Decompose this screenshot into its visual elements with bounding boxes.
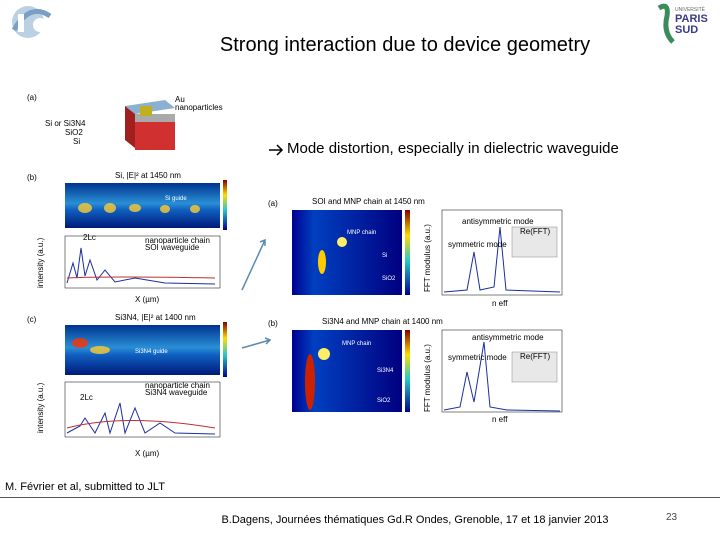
citation: M. Février et al, submitted to JLT bbox=[5, 481, 165, 493]
annotation: Si3N4 guide bbox=[135, 349, 168, 355]
annotation: nanoparticles bbox=[175, 103, 223, 112]
panel-label: (b) bbox=[268, 319, 278, 328]
figure-left: (a) Au nanoparticles Si or Si3N4 SiO2 Si… bbox=[27, 93, 227, 458]
annotation: 2Lc bbox=[83, 233, 96, 242]
annotation: SiO2 bbox=[382, 276, 396, 282]
annotation: Re(FFT) bbox=[520, 352, 551, 361]
axis-label: FFT modulus (a.u.) bbox=[423, 224, 432, 292]
logo-left bbox=[11, 6, 52, 38]
annotation: SiO2 bbox=[65, 128, 83, 137]
annotation: antisymmetric mode bbox=[472, 333, 544, 342]
legend-entry: nanoparticle chain bbox=[145, 236, 210, 245]
annotation: SiO2 bbox=[377, 398, 391, 404]
panel-label: (a) bbox=[27, 93, 37, 102]
arrow-icon bbox=[269, 144, 284, 156]
annotation: Au bbox=[175, 95, 185, 104]
panel-title: Si, |E|² at 1450 nm bbox=[115, 171, 181, 180]
divider bbox=[0, 497, 720, 498]
logo-text: SUD bbox=[675, 24, 698, 36]
annotation: Re(FFT) bbox=[520, 227, 551, 236]
annotation: Si bbox=[382, 253, 387, 259]
logo-text: PARIS bbox=[675, 13, 708, 25]
axis-label: n eff bbox=[492, 299, 508, 308]
legend-entry: Si3N4 waveguide bbox=[145, 388, 208, 397]
axis-label: n eff bbox=[492, 415, 508, 424]
slide-title: Strong interaction due to device geometr… bbox=[219, 34, 591, 56]
axis-label: FFT modulus (a.u.) bbox=[423, 344, 432, 412]
panel-label: (b) bbox=[27, 173, 37, 182]
logo-text: UNIVERSITÉ bbox=[675, 6, 706, 13]
bullet-text: Mode distortion, especially in dielectri… bbox=[287, 140, 619, 157]
annotation: Si bbox=[73, 137, 80, 146]
connector-arrows bbox=[241, 238, 272, 349]
panel-title: Si3N4, |E|² at 1400 nm bbox=[115, 313, 196, 322]
axis-label: intensity (a.u.) bbox=[36, 237, 45, 288]
legend-entry: SOI waveguide bbox=[145, 243, 200, 252]
figure-right: (a) SOI and MNP chain at 1450 nm MNP cha… bbox=[268, 197, 563, 424]
annotation: antisymmetric mode bbox=[462, 217, 534, 226]
panel-label: (a) bbox=[268, 199, 278, 208]
annotation: MNP chain bbox=[342, 341, 371, 347]
axis-label: X (µm) bbox=[135, 295, 159, 304]
annotation: symmetric mode bbox=[448, 353, 507, 362]
page-number: 23 bbox=[666, 512, 678, 523]
panel-title: Si3N4 and MNP chain at 1400 nm bbox=[322, 317, 443, 326]
annotation: MNP chain bbox=[347, 230, 376, 236]
annotation: symmetric mode bbox=[448, 240, 507, 249]
logo-right: UNIVERSITÉ PARIS SUD bbox=[657, 3, 708, 44]
footer: B.Dagens, Journées thématiques Gd.R Onde… bbox=[221, 514, 609, 526]
axis-label: X (µm) bbox=[135, 449, 159, 458]
panel-label: (c) bbox=[27, 315, 37, 324]
legend-entry: nanoparticle chain bbox=[145, 381, 210, 390]
annotation: Si3N4 bbox=[377, 368, 394, 374]
axis-label: intensity (a.u.) bbox=[36, 382, 45, 433]
annotation: Si guide bbox=[165, 196, 187, 202]
annotation: Si or Si3N4 bbox=[45, 119, 86, 128]
panel-title: SOI and MNP chain at 1450 nm bbox=[312, 197, 425, 206]
annotation: 2Lc bbox=[80, 393, 93, 402]
